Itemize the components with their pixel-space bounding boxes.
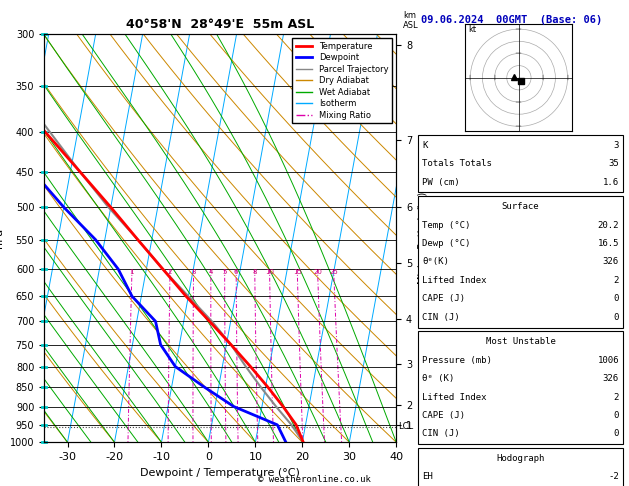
Text: Surface: Surface: [502, 202, 539, 211]
Text: 2: 2: [168, 269, 172, 275]
Text: 4: 4: [209, 269, 213, 275]
Text: 1006: 1006: [598, 356, 619, 364]
Text: 25: 25: [330, 269, 338, 275]
Y-axis label: Mixing Ratio (g/kg): Mixing Ratio (g/kg): [418, 192, 428, 284]
Legend: Temperature, Dewpoint, Parcel Trajectory, Dry Adiabat, Wet Adiabat, Isotherm, Mi: Temperature, Dewpoint, Parcel Trajectory…: [292, 38, 392, 123]
Text: 1.6: 1.6: [603, 178, 619, 187]
Y-axis label: hPa: hPa: [0, 228, 4, 248]
Text: 0: 0: [613, 313, 619, 322]
Text: CAPE (J): CAPE (J): [422, 295, 465, 303]
Text: 10: 10: [265, 269, 274, 275]
Text: 3: 3: [613, 141, 619, 150]
Text: 2: 2: [613, 393, 619, 401]
Text: Temp (°C): Temp (°C): [422, 221, 470, 229]
Text: Lifted Index: Lifted Index: [422, 393, 487, 401]
Text: kt: kt: [468, 25, 476, 34]
Text: 2: 2: [613, 276, 619, 285]
Text: Lifted Index: Lifted Index: [422, 276, 487, 285]
Text: EH: EH: [422, 472, 433, 481]
Text: Most Unstable: Most Unstable: [486, 337, 555, 346]
Text: 20: 20: [313, 269, 322, 275]
Text: Dewp (°C): Dewp (°C): [422, 239, 470, 248]
X-axis label: Dewpoint / Temperature (°C): Dewpoint / Temperature (°C): [140, 468, 300, 478]
Text: Hodograph: Hodograph: [496, 454, 545, 463]
Text: 09.06.2024  00GMT  (Base: 06): 09.06.2024 00GMT (Base: 06): [421, 15, 603, 25]
Text: Totals Totals: Totals Totals: [422, 159, 492, 168]
Text: K: K: [422, 141, 428, 150]
Text: Pressure (mb): Pressure (mb): [422, 356, 492, 364]
Text: 6: 6: [234, 269, 238, 275]
Text: 0: 0: [613, 411, 619, 420]
Text: 3: 3: [191, 269, 196, 275]
Text: -2: -2: [608, 472, 619, 481]
Text: PW (cm): PW (cm): [422, 178, 460, 187]
Text: 8: 8: [253, 269, 257, 275]
Text: © weatheronline.co.uk: © weatheronline.co.uk: [258, 474, 371, 484]
Text: 16.5: 16.5: [598, 239, 619, 248]
Text: km
ASL: km ASL: [403, 11, 419, 30]
Text: 5: 5: [223, 269, 227, 275]
Text: θᵉ (K): θᵉ (K): [422, 374, 454, 383]
Text: 326: 326: [603, 258, 619, 266]
Text: 1: 1: [130, 269, 134, 275]
Text: CIN (J): CIN (J): [422, 313, 460, 322]
Text: CAPE (J): CAPE (J): [422, 411, 465, 420]
Text: 326: 326: [603, 374, 619, 383]
Text: 35: 35: [608, 159, 619, 168]
Text: 0: 0: [613, 430, 619, 438]
Text: LCL: LCL: [399, 422, 414, 431]
Text: 0: 0: [613, 295, 619, 303]
Text: θᵉ(K): θᵉ(K): [422, 258, 449, 266]
Title: 40°58'N  28°49'E  55m ASL: 40°58'N 28°49'E 55m ASL: [126, 18, 314, 32]
Text: CIN (J): CIN (J): [422, 430, 460, 438]
Text: 15: 15: [293, 269, 302, 275]
Text: 20.2: 20.2: [598, 221, 619, 229]
